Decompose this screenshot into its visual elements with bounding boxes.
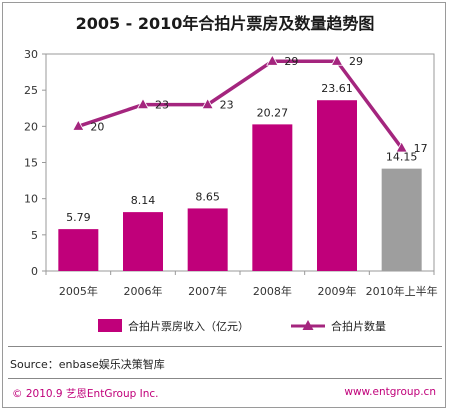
legend-line-label: 合拍片数量 [331,319,386,333]
line-marker [201,97,214,110]
bar [187,208,228,271]
y-tick-label: 0 [31,265,38,278]
plot-area [45,53,435,272]
legend-bar-label: 合拍片票房收入（亿元） [128,319,249,333]
x-tick-label: 2008年 [253,284,292,298]
line-marker [395,141,408,153]
bar [123,212,163,271]
bar-value-label: 14.15 [386,151,418,164]
line-marker [136,97,150,110]
legend-bar-swatch [98,319,122,332]
line-value-label: 29 [349,55,363,68]
divider-bottom [8,378,442,379]
y-tick-label: 20 [24,120,38,133]
x-tick-label: 2007年 [188,284,227,298]
bar [381,168,422,271]
line-value-label: 29 [284,55,298,68]
bar [317,100,357,271]
bar-value-label: 8.65 [195,190,220,203]
bar [58,229,99,271]
bar-value-label: 5.79 [66,211,91,224]
y-tick-label: 5 [31,229,38,242]
bar [252,124,293,271]
line-marker [330,54,344,66]
legend-line-marker [302,320,314,330]
website-link[interactable]: www.entgroup.cn [344,386,436,398]
line-marker [72,119,85,131]
chart-title: 2005 - 2010年合拍片票房及数量趋势图 [75,14,375,33]
line-series [77,59,404,150]
y-tick-label: 10 [24,193,38,206]
x-tick-label: 2010年上半年 [366,284,438,298]
copyright-text: © 2010.9 艺恩EntGroup Inc. [12,388,159,400]
chart-frame [2,2,446,408]
x-tick-label: 2006年 [124,284,163,298]
bar-value-label: 23.61 [321,82,353,95]
bar-value-label: 20.27 [257,106,289,119]
line-marker [266,54,279,66]
line-value-label: 23 [155,99,169,112]
divider-top [8,346,442,347]
bar-value-label: 8.14 [131,194,156,207]
y-tick-label: 15 [24,157,38,170]
line-value-label: 17 [414,142,428,155]
line-value-label: 20 [90,120,104,133]
x-tick-label: 2005年 [59,284,98,298]
y-tick-label: 30 [24,48,38,61]
line-value-label: 23 [220,99,234,112]
x-tick-label: 2009年 [318,284,357,298]
source-text: Source：enbase娱乐决策智库 [10,358,165,371]
y-tick-label: 25 [24,84,38,97]
